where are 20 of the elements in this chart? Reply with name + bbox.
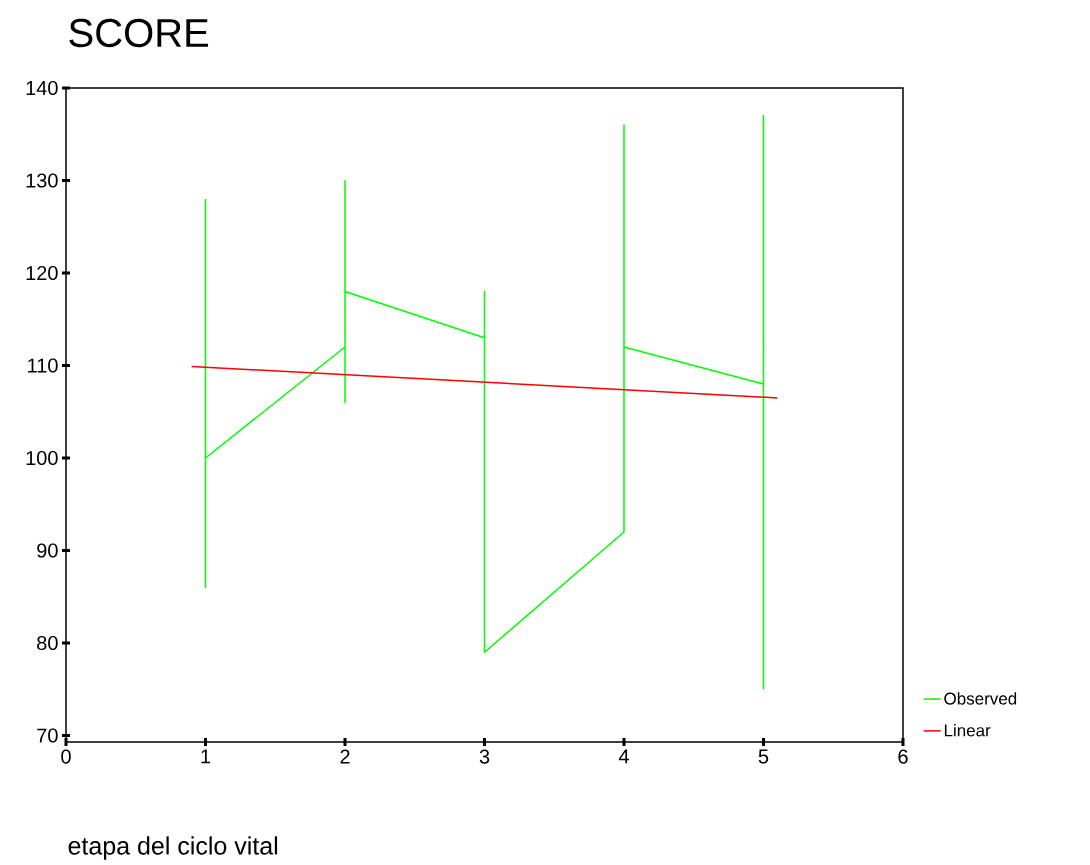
x-tick-label: 2 (340, 749, 350, 764)
legend-label: Linear (944, 723, 991, 737)
y-tick-label: 140 (26, 80, 58, 96)
x-tick-label: 3 (479, 749, 490, 764)
y-tick-label: 100 (26, 450, 58, 466)
x-tick-label: 0 (61, 749, 71, 764)
y-tick-label: 110 (28, 358, 58, 373)
chart-title: SCORE (69, 18, 209, 48)
x-tick-label: 6 (898, 749, 908, 764)
x-axis-title: etapa del ciclo vital (68, 836, 278, 860)
x-tick-label: 5 (758, 749, 769, 764)
y-tick-label: 130 (26, 173, 58, 188)
x-tick-label: 4 (618, 749, 629, 764)
legend-label: Observed (944, 692, 1017, 705)
x-tick-label: 1 (201, 749, 211, 764)
y-tick-label: 90 (37, 543, 58, 558)
line-series (204, 114, 765, 691)
y-tick-label: 120 (26, 265, 58, 281)
y-tick-label: 80 (37, 635, 58, 651)
y-tick-label: 70 (37, 728, 58, 743)
